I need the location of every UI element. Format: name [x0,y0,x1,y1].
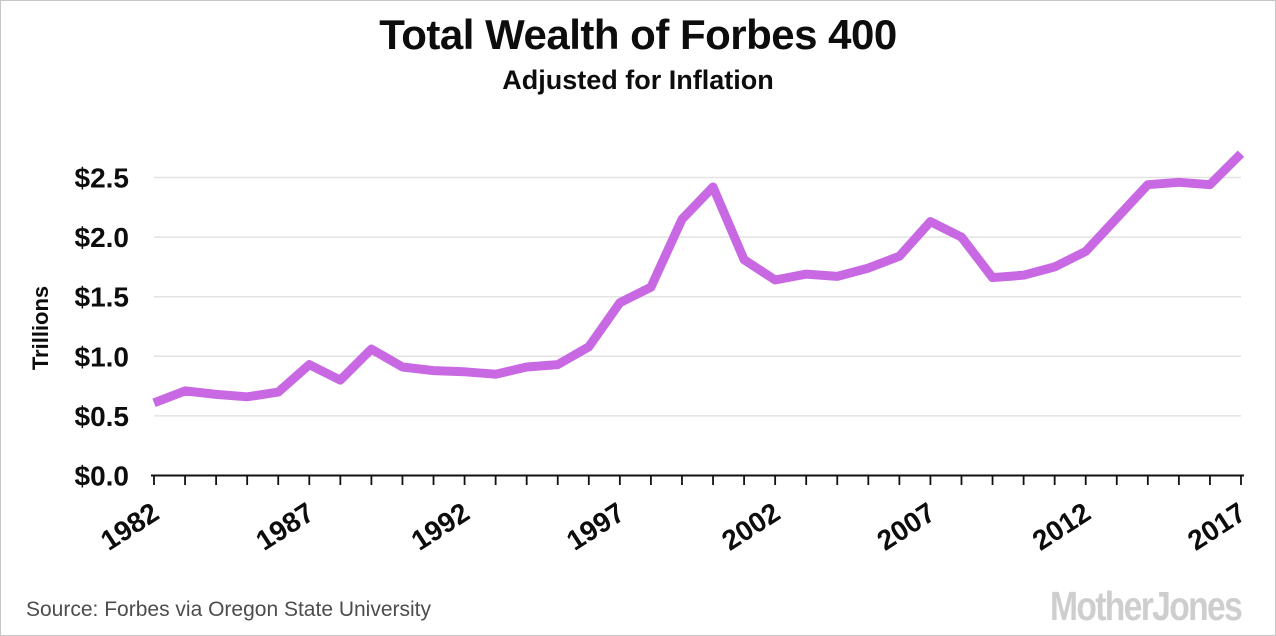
x-tick-label: 1987 [250,497,319,557]
x-tick-label: 2017 [1182,497,1251,557]
x-tick-label: 1997 [561,497,630,557]
y-tick-label: $1.5 [75,282,130,313]
x-tick-label: 1982 [95,497,164,557]
y-tick-label: $2.5 [75,163,130,194]
y-tick-label: $2.0 [75,222,130,253]
wealth-line [152,150,1245,408]
y-tick-label: $0.0 [75,461,130,492]
x-tick-label: 2007 [872,497,941,557]
motherjones-logo: MotherJones [1049,583,1243,629]
chart-subtitle: Adjusted for Inflation [502,65,774,95]
x-tick-label: 2012 [1027,497,1096,557]
y-tick-label: $1.0 [75,341,130,372]
x-tick-label: 2002 [716,497,785,557]
chart-title: Total Wealth of Forbes 400 [379,11,897,58]
y-tick-label: $0.5 [75,401,130,432]
source-credit: Source: Forbes via Oregon State Universi… [26,598,432,621]
x-tick-label: 1992 [406,497,475,557]
line-chart-plot: $0.0 $0.5 $1.0 $1.5 $2.0 $2.5 1982 1987 1992 1997… [75,150,1251,557]
